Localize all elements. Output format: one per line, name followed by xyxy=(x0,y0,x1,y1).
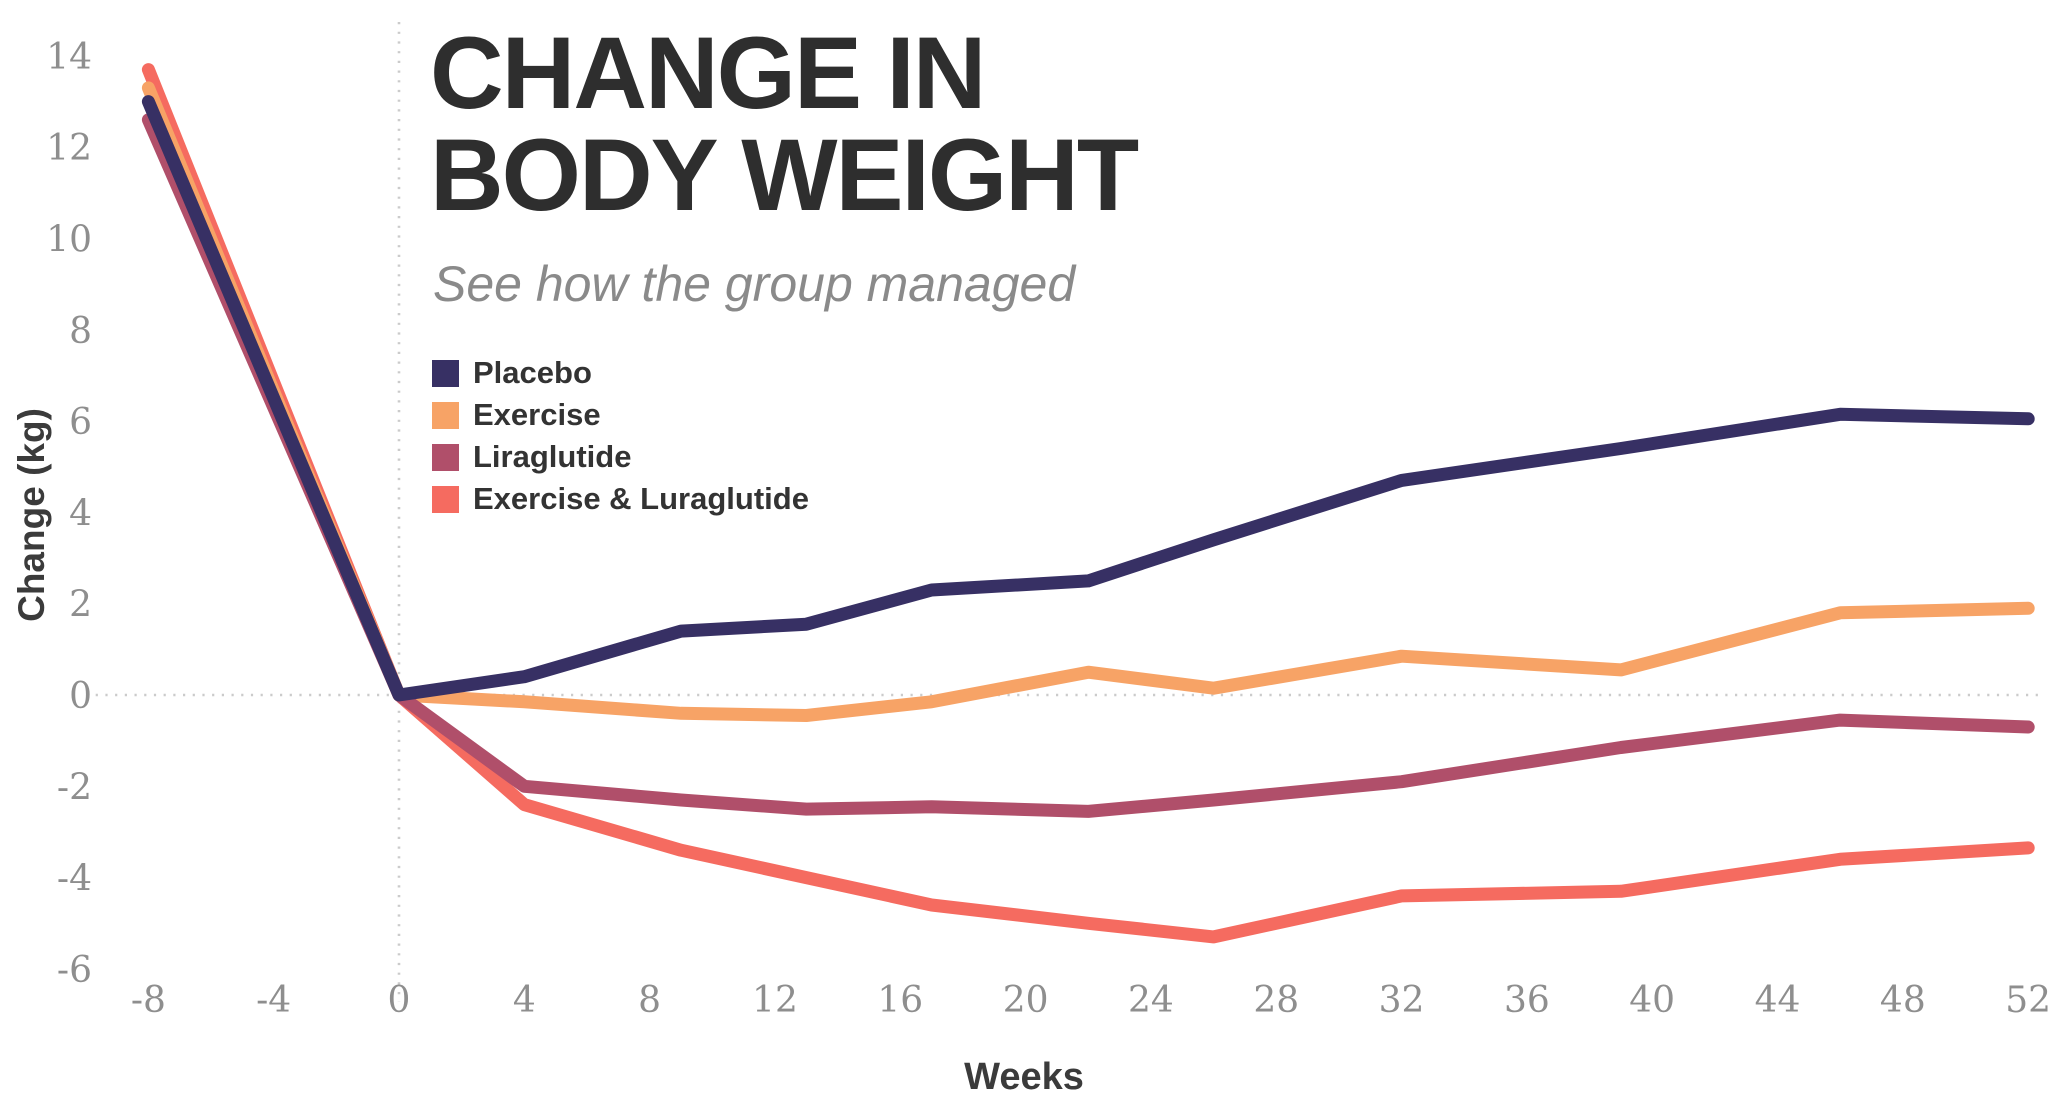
x-tick-label: 40 xyxy=(1629,980,1675,1021)
y-axis-title: Change (kg) xyxy=(11,408,52,622)
legend-item-placebo: Placebo xyxy=(432,352,809,394)
y-tick-label: -2 xyxy=(57,767,92,808)
legend-swatch-icon xyxy=(432,485,459,513)
x-tick-label: 24 xyxy=(1128,980,1174,1021)
y-tick-label: 10 xyxy=(46,220,92,261)
y-tick-label: 8 xyxy=(69,311,92,352)
x-tick-label: 44 xyxy=(1755,980,1801,1021)
legend-label: Exercise & Luraglutide xyxy=(473,481,809,516)
x-tick-label: 4 xyxy=(513,980,536,1021)
y-tick-label: -6 xyxy=(57,950,92,991)
x-tick-label: 48 xyxy=(1880,980,1926,1021)
x-tick-label: 12 xyxy=(752,980,798,1021)
x-tick-label: 32 xyxy=(1379,980,1425,1021)
y-tick-label: 14 xyxy=(46,37,92,78)
page-title: CHANGE IN BODY WEIGHT xyxy=(430,16,1139,232)
x-tick-label: -4 xyxy=(256,980,291,1021)
x-tick-label: 8 xyxy=(638,980,661,1021)
legend-item-exercise-luraglutide: Exercise & Luraglutide xyxy=(432,478,809,520)
legend-label: Placebo xyxy=(473,355,592,390)
series-line-placebo xyxy=(141,95,2035,702)
title-line-1: CHANGE IN xyxy=(430,16,986,130)
title-line-2: BODY WEIGHT xyxy=(430,118,1139,232)
y-tick-label: -4 xyxy=(57,859,92,900)
chart-subtitle: See how the group managed xyxy=(433,256,1076,312)
y-tick-label: 6 xyxy=(69,402,92,443)
x-axis-title: Weeks xyxy=(964,1056,1084,1098)
legend-label: Liraglutide xyxy=(473,439,632,474)
legend-swatch-icon xyxy=(432,359,459,387)
x-tick-label: 28 xyxy=(1253,980,1299,1021)
y-tick-label: 12 xyxy=(46,128,92,169)
legend-label: Exercise xyxy=(473,397,601,432)
series-line-exercise xyxy=(141,81,2035,722)
y-tick-label: 0 xyxy=(69,676,92,717)
x-tick-label: -8 xyxy=(131,980,166,1021)
legend-swatch-icon xyxy=(432,443,459,471)
series-line-exercise-luraglutide xyxy=(141,63,2035,944)
legend-swatch-icon xyxy=(432,401,459,429)
x-tick-label: 36 xyxy=(1504,980,1550,1021)
chart-legend: Placebo Exercise Liraglutide Exercise & Lur… xyxy=(432,352,809,520)
x-tick-label: 20 xyxy=(1003,980,1049,1021)
legend-item-exercise: Exercise xyxy=(432,394,809,436)
x-tick-label: 0 xyxy=(388,980,411,1021)
y-tick-label: 4 xyxy=(69,493,92,534)
series-line-liraglutide xyxy=(141,113,2035,818)
legend-item-liraglutide: Liraglutide xyxy=(432,436,809,478)
x-tick-label: 52 xyxy=(2005,980,2048,1021)
y-tick-label: 2 xyxy=(69,585,92,626)
x-tick-label: 16 xyxy=(877,980,923,1021)
